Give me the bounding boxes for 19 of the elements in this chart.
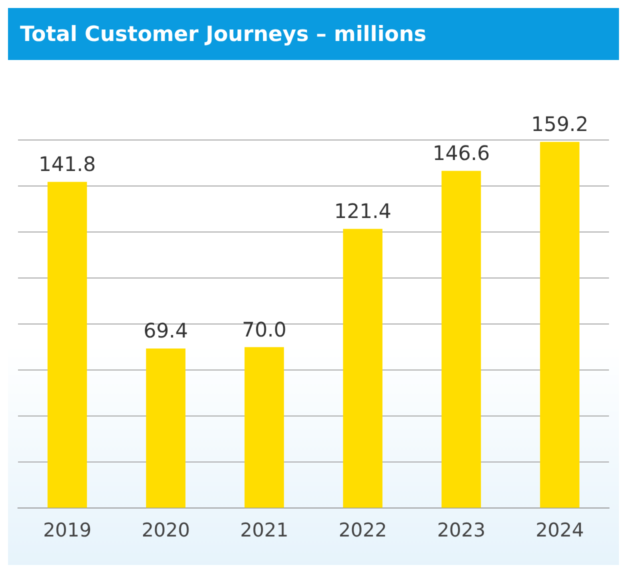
bar xyxy=(244,347,284,508)
data-label: 159.2 xyxy=(531,112,588,136)
x-tick-label: 2023 xyxy=(437,520,486,542)
x-tick-label: 2020 xyxy=(142,520,190,542)
bar xyxy=(48,182,87,508)
bar xyxy=(540,142,580,508)
data-label: 121.4 xyxy=(334,199,392,224)
data-label: 70.0 xyxy=(242,317,287,342)
chart-title: Total Customer Journeys – millions xyxy=(8,8,619,60)
bar xyxy=(442,170,481,508)
data-label: 141.8 xyxy=(38,152,96,176)
x-tick-label: 2024 xyxy=(536,520,584,542)
bar xyxy=(146,348,186,508)
x-tick-label: 2021 xyxy=(240,520,288,542)
x-tick-label: 2019 xyxy=(43,520,92,542)
bar xyxy=(343,228,382,508)
x-tick-label: 2022 xyxy=(338,520,387,542)
data-label: 69.4 xyxy=(143,318,188,343)
data-label: 146.6 xyxy=(432,141,490,166)
